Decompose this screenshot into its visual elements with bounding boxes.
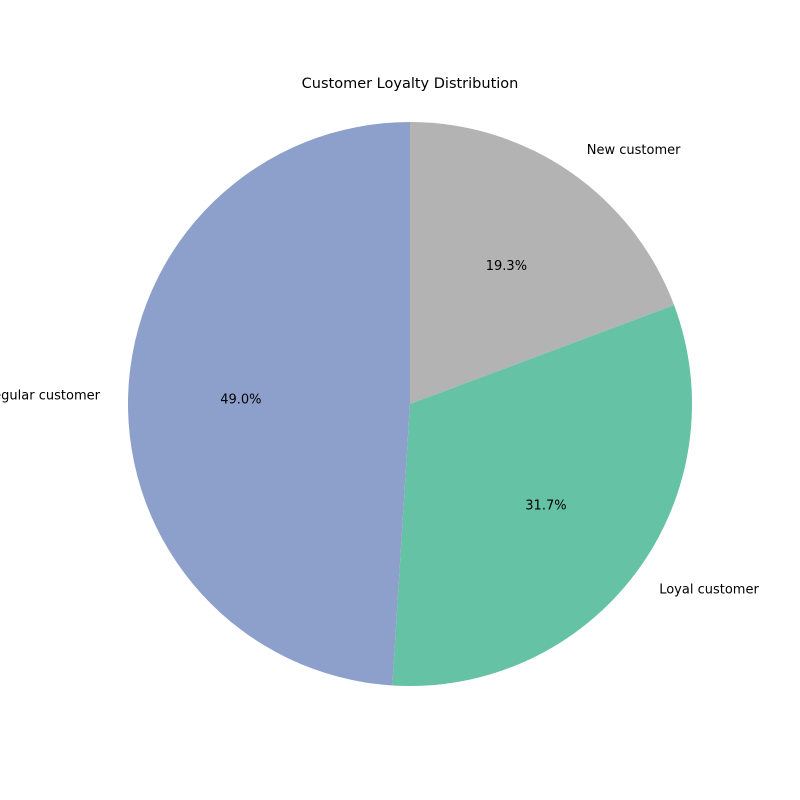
pie-labels: New customer 19.3% Loyal customer 31.7% Regu…	[0, 143, 759, 598]
pie-slices	[128, 122, 692, 686]
pie-slice-new-customer	[410, 122, 675, 404]
chart-title: Customer Loyalty Distribution	[302, 76, 519, 92]
slice-label: Regular customer	[0, 388, 101, 403]
slice-percent-label: 19.3%	[486, 259, 527, 274]
pie-slice-loyal-customer	[392, 305, 692, 686]
slice-percent-label: 49.0%	[220, 393, 261, 408]
slice-label: New customer	[587, 143, 681, 158]
pie-slice-regular-customer	[128, 122, 410, 686]
slice-label: Loyal customer	[659, 583, 759, 598]
slice-percent-label: 31.7%	[525, 499, 566, 514]
